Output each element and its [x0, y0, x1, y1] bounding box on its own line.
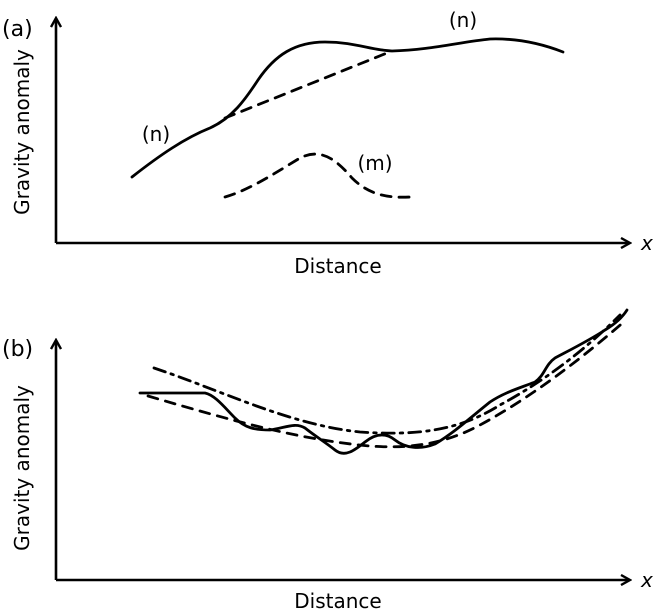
panel-a-residual-anomaly-curve [223, 152, 412, 199]
panel-b-y-axis-label: Gravity anomaly [10, 385, 34, 551]
panel-a-label-n-right: (n) [449, 8, 477, 32]
panel-a-label-m: (m) [357, 151, 392, 175]
panel-a-label-n-left: (n) [142, 122, 170, 146]
panel-b: (b) x Distance Gravity anomaly [2, 308, 653, 613]
panel-a-x-symbol: x [640, 231, 653, 255]
panel-b-label: (b) [2, 337, 33, 362]
panel-b-regional-trend-dashed [146, 318, 628, 449]
panel-a-regional-trend-line [223, 49, 394, 120]
panel-a-label: (a) [2, 17, 33, 42]
panel-a-observed-anomaly-curve [130, 37, 565, 179]
panel-b-regional-trend-dashdot [152, 313, 622, 435]
panel-b-x-axis-label: Distance [294, 589, 381, 613]
panel-a: (a) x Distance Gravity anomaly (n) (n) (… [2, 8, 653, 278]
panel-b-x-symbol: x [640, 568, 653, 592]
panel-a-x-axis-label: Distance [294, 254, 381, 278]
panel-a-y-axis-label: Gravity anomaly [10, 49, 34, 215]
